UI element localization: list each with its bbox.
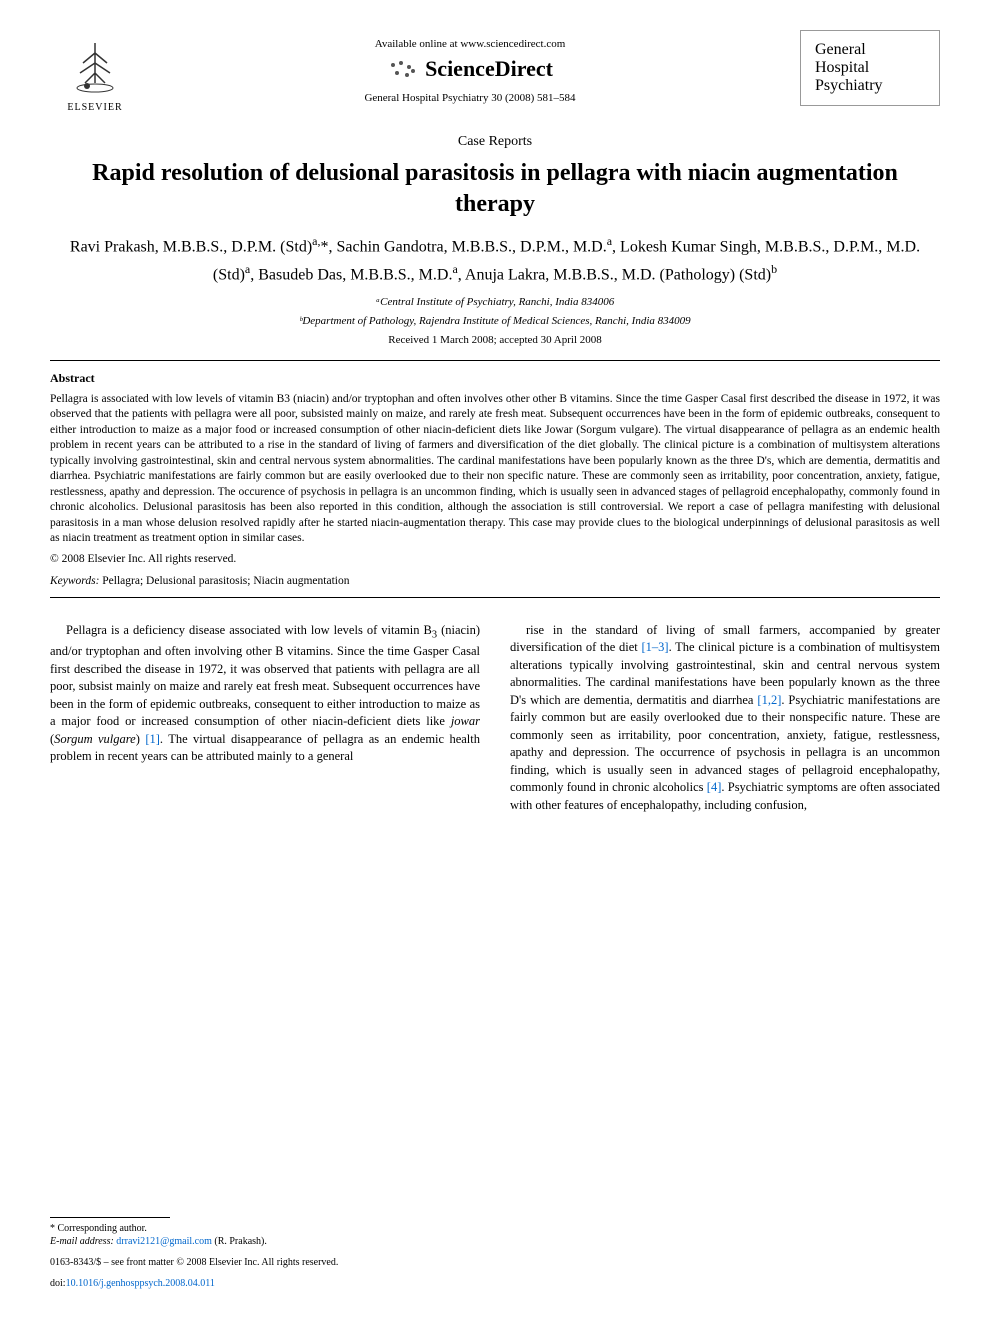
email-suffix: (R. Prakash).	[214, 1236, 267, 1247]
abstract-copyright: © 2008 Elsevier Inc. All rights reserved…	[50, 553, 940, 565]
email-line: E-mail address: drravi2121@gmail.com (R.…	[50, 1235, 940, 1248]
header-row: ELSEVIER Available online at www.science…	[50, 30, 940, 120]
affiliation-b: ᵇDepartment of Pathology, Rajendra Insti…	[50, 314, 940, 329]
sciencedirect-icon	[387, 59, 417, 79]
body-para-right: rise in the standard of living of small …	[510, 622, 940, 815]
elsevier-tree-icon	[65, 38, 125, 98]
journal-name-line2: Hospital	[815, 59, 925, 77]
email-address[interactable]: drravi2121@gmail.com	[116, 1236, 212, 1247]
divider-bottom	[50, 597, 940, 598]
platform-name: ScienceDirect	[425, 56, 553, 82]
journal-title-box: General Hospital Psychiatry	[800, 30, 940, 106]
body-para-left: Pellagra is a deficiency disease associa…	[50, 622, 480, 766]
doi-line: doi:10.1016/j.genhosppsych.2008.04.011	[50, 1277, 940, 1290]
elsevier-logo: ELSEVIER	[50, 30, 140, 120]
center-header: Available online at www.sciencedirect.co…	[140, 30, 800, 104]
issn-line: 0163-8343/$ – see front matter © 2008 El…	[50, 1256, 940, 1269]
doi-link[interactable]: 10.1016/j.genhosppsych.2008.04.011	[66, 1278, 215, 1289]
email-label: E-mail address:	[50, 1236, 114, 1247]
article-dates: Received 1 March 2008; accepted 30 April…	[50, 334, 940, 346]
available-online-text: Available online at www.sciencedirect.co…	[140, 38, 800, 50]
keywords-label: Keywords:	[50, 575, 99, 587]
divider-top	[50, 360, 940, 361]
body-column-left: Pellagra is a deficiency disease associa…	[50, 622, 480, 815]
body-column-right: rise in the standard of living of small …	[510, 622, 940, 815]
authors-list: Ravi Prakash, M.B.B.S., D.P.M. (Std)a,*,…	[50, 232, 940, 287]
journal-name-line1: General	[815, 41, 925, 59]
journal-reference: General Hospital Psychiatry 30 (2008) 58…	[140, 92, 800, 104]
corresponding-author-note: * Corresponding author.	[50, 1222, 940, 1235]
publisher-name: ELSEVIER	[67, 102, 122, 113]
doi-label: doi:	[50, 1278, 66, 1289]
body-columns: Pellagra is a deficiency disease associa…	[50, 622, 940, 815]
abstract-label: Abstract	[50, 371, 940, 386]
affiliation-a: ᵃCentral Institute of Psychiatry, Ranchi…	[50, 295, 940, 310]
keywords-text: Pellagra; Delusional parasitosis; Niacin…	[102, 575, 349, 587]
sciencedirect-brand: ScienceDirect	[140, 56, 800, 82]
abstract-body: Pellagra is associated with low levels o…	[50, 392, 940, 547]
section-label: Case Reports	[50, 134, 940, 150]
footnote-separator	[50, 1217, 170, 1218]
journal-name-line3: Psychiatry	[815, 77, 925, 95]
footer-area: * Corresponding author. E-mail address: …	[50, 1217, 940, 1290]
keywords-row: Keywords: Pellagra; Delusional parasitos…	[50, 575, 940, 587]
article-title: Rapid resolution of delusional parasitos…	[50, 158, 940, 220]
